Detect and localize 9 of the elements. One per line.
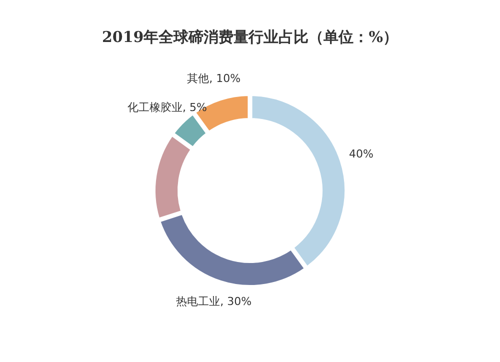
donut-slice <box>160 214 305 286</box>
donut-slice <box>154 136 192 219</box>
slice-label: 热电工业, 30% <box>176 294 252 308</box>
slice-label: 其他, 10% <box>187 72 241 86</box>
chart-title: 2019年全球碲消费量行业占比（单位：%） <box>102 28 398 46</box>
donut-slice <box>251 95 346 267</box>
slice-label: 化工橡胶业, 5% <box>128 100 207 114</box>
donut-slice <box>174 114 207 148</box>
data-label: 40% <box>349 147 374 160</box>
